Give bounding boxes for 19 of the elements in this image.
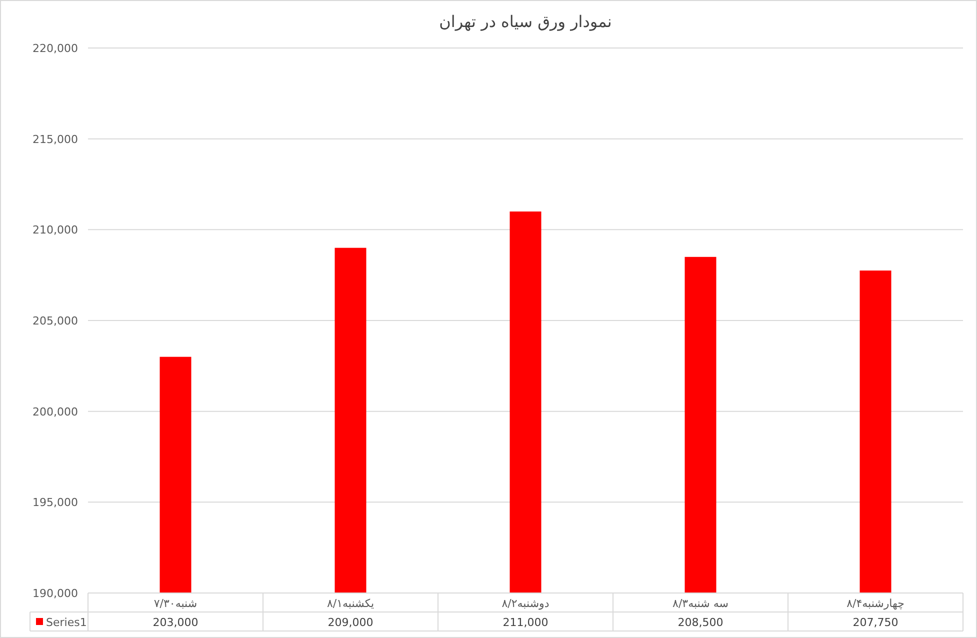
data-label: 208,500 (678, 616, 724, 629)
x-tick-label: سه شنبه۸/۳ (672, 597, 728, 610)
y-tick-label: 195,000 (32, 496, 78, 510)
x-tick-label: یکشنبه۸/۱ (326, 597, 374, 610)
y-tick-label: 210,000 (32, 224, 78, 237)
data-label: 203,000 (152, 616, 198, 629)
x-tick-label: شنبه۷/۳۰ (154, 597, 198, 610)
x-tick-label: چهارشنبه۸/۴ (846, 597, 904, 610)
y-tick-label: 220,000 (32, 42, 78, 55)
data-label: 211,000 (502, 616, 548, 629)
legend-label: Series1 (46, 616, 87, 629)
chart-title: نمودار ورق سیاه در تهران (439, 12, 612, 31)
y-tick-label: 190,000 (32, 587, 78, 600)
y-tick-label: 215,000 (32, 132, 78, 146)
y-tick-label: 205,000 (32, 314, 78, 328)
x-tick-label: دوشنبه۸/۲ (502, 597, 550, 610)
y-tick-label: 200,000 (32, 405, 78, 418)
data-label: 209,000 (328, 616, 374, 629)
data-label: 207,750 (852, 616, 898, 629)
